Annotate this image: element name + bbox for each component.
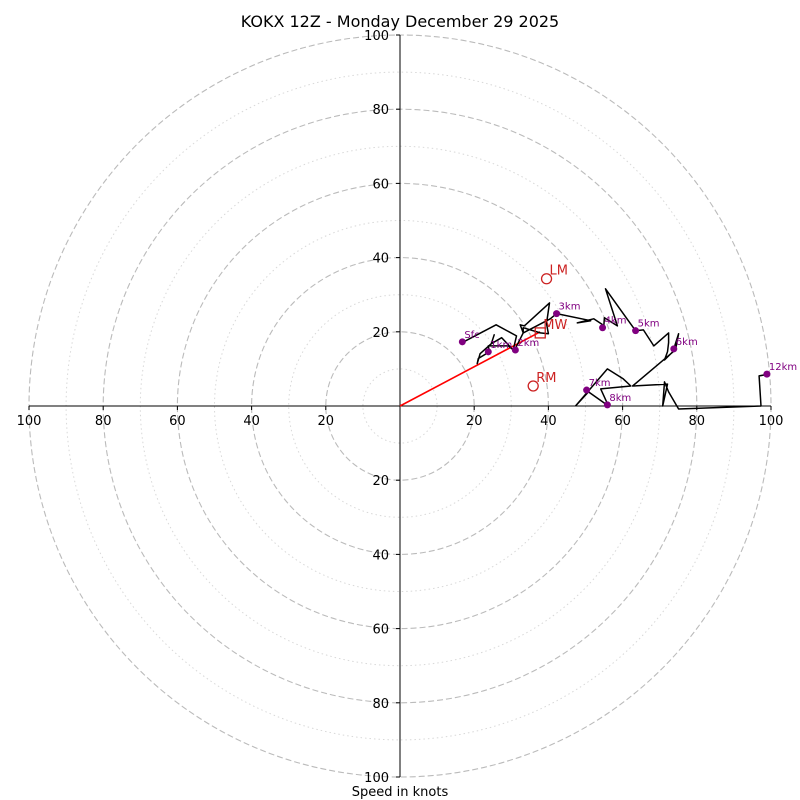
x-tick-label: 100: [759, 414, 784, 429]
y-tick-label: 40: [372, 252, 389, 267]
height-marker-point: [484, 348, 492, 356]
height-markers: 1km 2km 3km 4km 5km 6km 7km 8km 12km Sfc: [458, 302, 797, 409]
height-marker-point: [553, 310, 561, 318]
height-marker-label: 1km: [490, 340, 512, 351]
y-tick-label: 20: [372, 326, 389, 341]
mean-wind-marker: [534, 327, 546, 339]
y-tick-label: 100: [364, 771, 389, 786]
x-axis-label: Speed in knots: [352, 785, 449, 800]
height-marker-label: 5km: [638, 319, 660, 330]
x-tick-label: 80: [689, 414, 706, 429]
y-tick-label: 60: [372, 177, 389, 192]
x-tick-label: 20: [466, 414, 483, 429]
height-marker-point: [763, 370, 771, 378]
x-tick-label: 100: [17, 414, 42, 429]
x-tick-label: 80: [95, 414, 112, 429]
height-marker-label: 6km: [676, 337, 698, 348]
height-marker-point: [632, 327, 640, 335]
x-tick-label: 40: [243, 414, 260, 429]
y-tick-label: 40: [372, 548, 389, 563]
height-marker-point: [599, 324, 607, 332]
height-marker-label: Sfc: [464, 330, 479, 341]
height-marker-point: [583, 386, 591, 394]
height-marker-point: [670, 345, 678, 353]
y-tick-label: 20: [372, 474, 389, 489]
storm-motion-label: LM: [550, 264, 568, 279]
height-marker-label: 2km: [517, 338, 539, 349]
height-marker-label: 3km: [559, 302, 581, 313]
y-tick-label: 60: [372, 623, 389, 638]
storm-motion-markers: LM MW RM: [527, 264, 568, 392]
height-marker-label: 12km: [769, 362, 797, 373]
y-tick-label: 80: [372, 697, 389, 712]
x-tick-label: 60: [614, 414, 631, 429]
height-marker-label: 8km: [609, 393, 631, 404]
x-tick-label: 40: [540, 414, 557, 429]
x-tick-label: 60: [169, 414, 186, 429]
height-marker-point: [511, 346, 519, 354]
storm-motion-label: MW: [543, 318, 567, 333]
tick-labels: 100 80 60 40 20 20 40 60 80 100 100 80 60 40 20 20 40 60 8…: [17, 29, 784, 786]
height-marker-point: [603, 401, 611, 409]
height-marker-label: 7km: [589, 378, 611, 389]
height-marker-label: 4km: [605, 316, 627, 327]
x-tick-label: 20: [318, 414, 335, 429]
storm-motion-marker: [527, 380, 539, 392]
storm-motion-marker: [540, 273, 553, 285]
chart-title: KOKX 12Z - Monday December 29 2025: [241, 12, 559, 31]
y-tick-label: 80: [372, 103, 389, 118]
y-tick-label: 100: [364, 29, 389, 44]
hodograph-trace-line-lower: [574, 368, 632, 407]
storm-motion-label: RM: [536, 371, 556, 386]
height-marker-point: [458, 338, 466, 346]
